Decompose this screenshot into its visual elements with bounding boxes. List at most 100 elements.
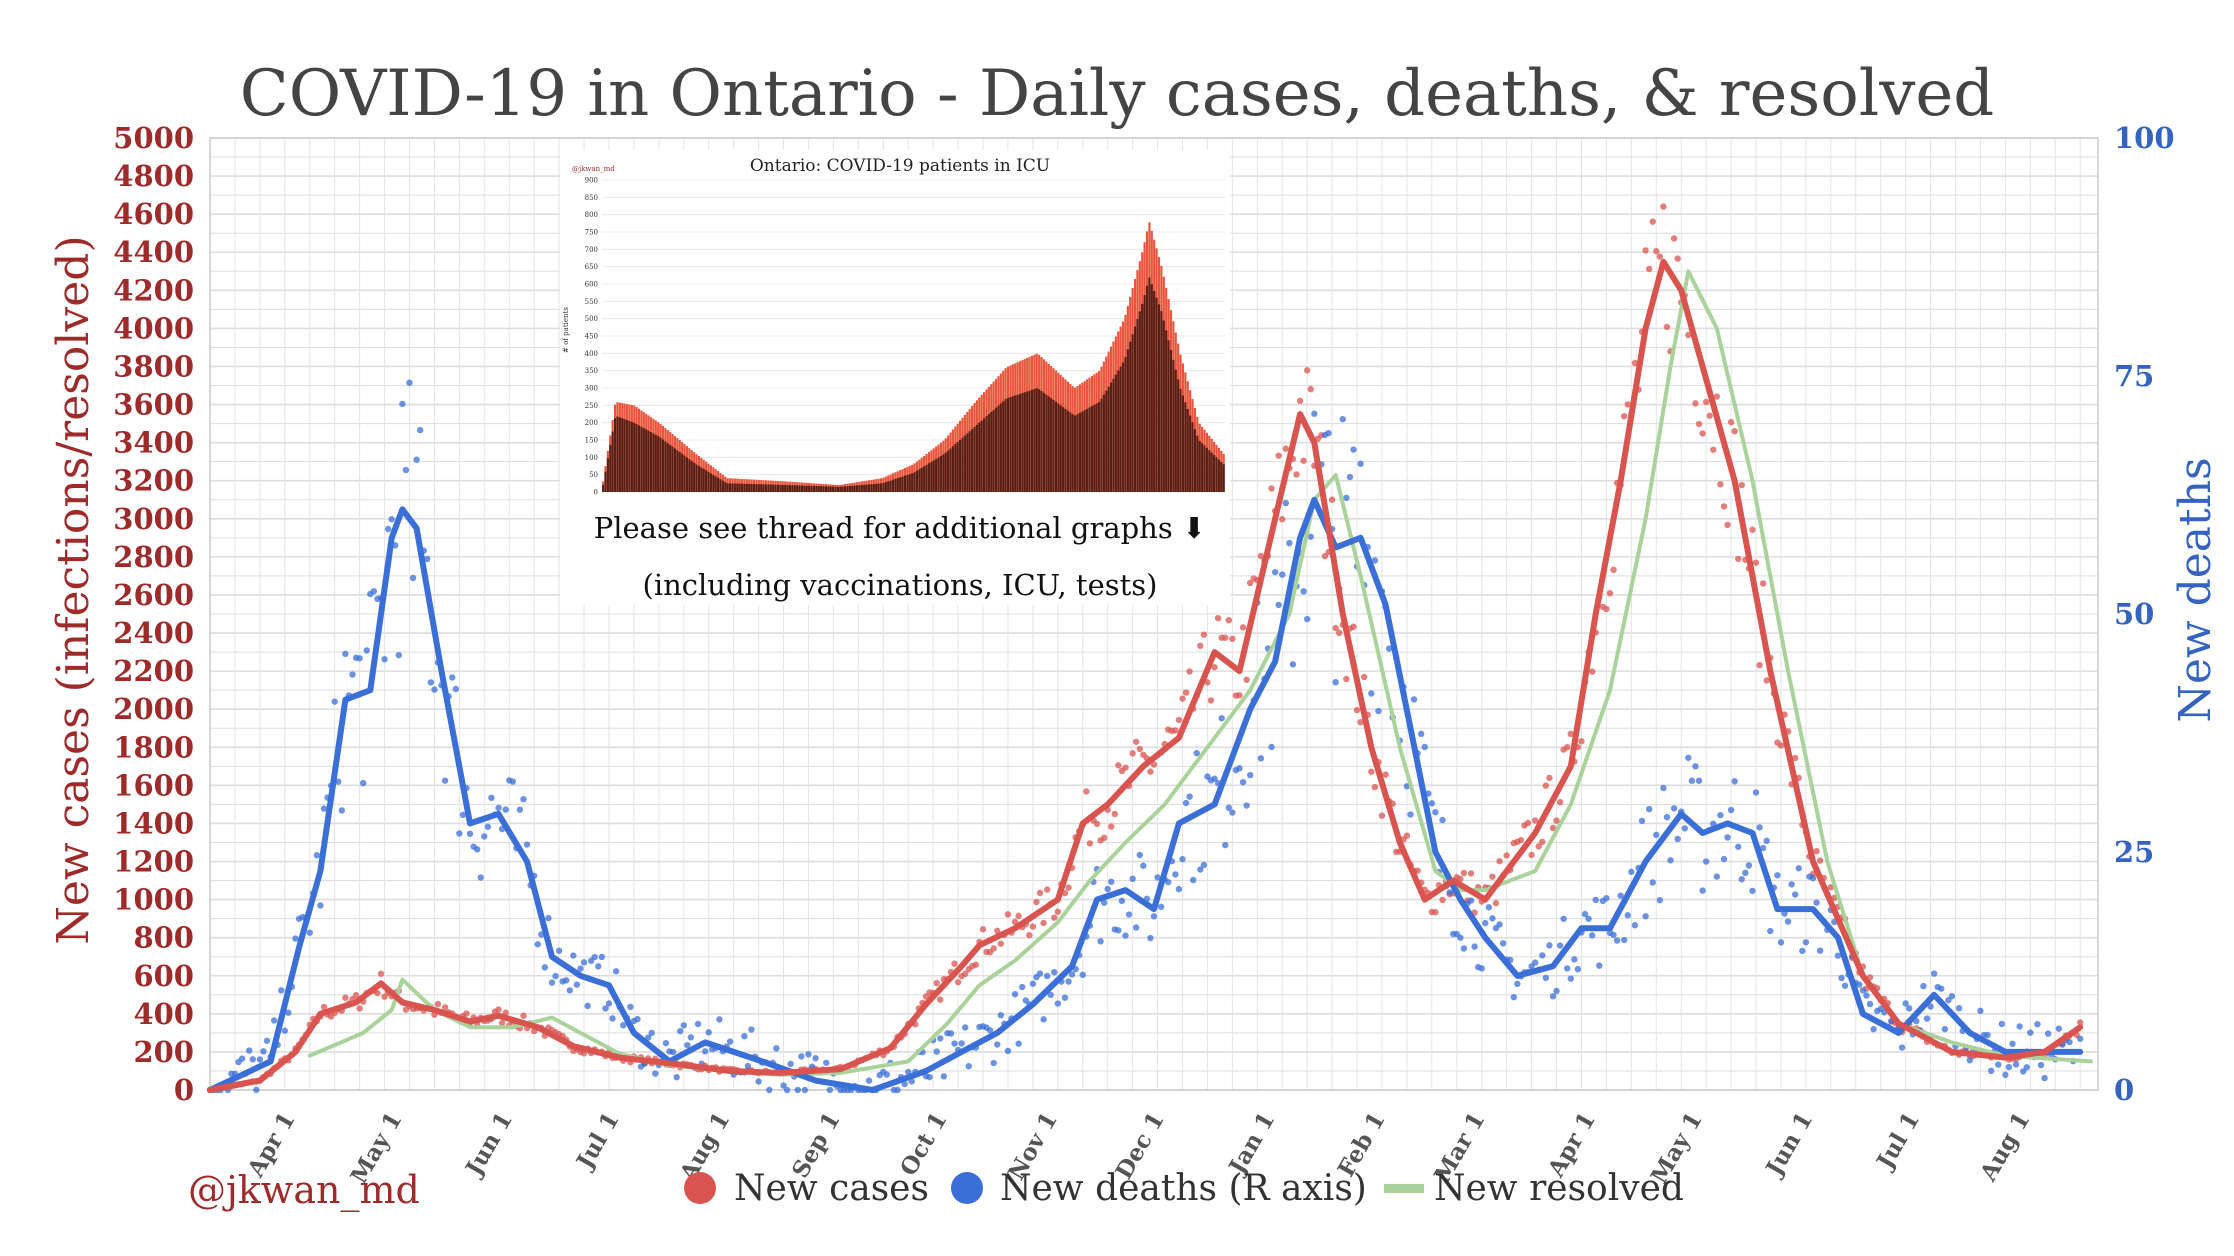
death-point (2066, 1038, 2073, 1046)
case-point (1332, 624, 1339, 632)
inset-vent-bar (750, 484, 753, 492)
death-point (573, 981, 581, 988)
inset-vent-bar (1157, 304, 1161, 492)
case-point (1200, 631, 1208, 638)
case-point (1663, 323, 1671, 331)
inset-vent-bar (1193, 429, 1197, 492)
case-point (1816, 857, 1824, 864)
case-point (1115, 762, 1122, 769)
case-point (1172, 727, 1179, 734)
death-point (424, 555, 431, 563)
death-point (1767, 927, 1774, 935)
inset-vent-bar (645, 429, 648, 492)
death-point (1802, 939, 1810, 946)
death-point (687, 1034, 695, 1041)
death-point (1656, 896, 1664, 904)
inset-vent-bar (800, 485, 804, 492)
legend-label-deaths: New deaths (R axis) (1000, 1168, 1367, 1209)
inset-vent-bar (879, 483, 883, 492)
death-point (363, 647, 370, 654)
case-point (1813, 847, 1820, 855)
case-point (352, 991, 360, 999)
y-tick-left-label: 3400 (113, 426, 194, 460)
case-point (1132, 738, 1140, 745)
death-point (256, 1056, 264, 1063)
death-point (584, 1002, 591, 1010)
death-point (1624, 912, 1631, 919)
case-point (1243, 676, 1250, 683)
inset-vent-bar (1155, 297, 1158, 492)
inset-vent-bar (994, 407, 998, 492)
case-point (1179, 695, 1186, 702)
case-point (1033, 898, 1040, 906)
inset-vent-bar (1026, 391, 1029, 492)
inset-vent-bar (1009, 397, 1012, 492)
inset-vent-bar (808, 485, 811, 492)
inset-vent-bar (1069, 412, 1072, 492)
case-point (374, 989, 381, 997)
death-point (1100, 899, 1108, 906)
case-point (1656, 253, 1664, 260)
inset-vent-bar (1062, 407, 1065, 492)
death-point (342, 650, 349, 658)
y-tick-left-label: 1600 (113, 768, 194, 802)
death-point (1211, 775, 1218, 782)
legend-marker-resolved (1384, 1184, 1424, 1193)
inset-vent-bar (628, 420, 631, 492)
death-point (627, 1003, 634, 1011)
case-point (1649, 218, 1656, 225)
inset-vent-bar (609, 444, 612, 492)
inset-vent-bar (911, 473, 914, 492)
death-point (502, 806, 509, 813)
death-point (1813, 899, 1820, 906)
inset-vent-bar (1203, 445, 1206, 492)
inset-vent-bar (1050, 398, 1053, 492)
inset-vent-bar (918, 469, 921, 492)
inset-vent-bar (937, 457, 940, 492)
death-point (456, 830, 463, 837)
inset-vent-bar (906, 474, 909, 492)
inset-vent-bar (815, 486, 818, 492)
inset-y-tick-label: 150 (585, 437, 598, 445)
inset-y-tick-label: 0 (594, 489, 598, 497)
inset-vent-bar (695, 464, 698, 492)
inset-vent-bar (1124, 356, 1127, 492)
death-point (1574, 965, 1582, 973)
death-point (1731, 778, 1738, 785)
inset-vent-bar (774, 484, 777, 492)
case-point (972, 961, 980, 968)
death-point (431, 686, 438, 693)
inset-vent-bar (621, 418, 624, 492)
case-point (1489, 873, 1496, 880)
death-point (1638, 817, 1646, 825)
inset-vent-bar (1201, 443, 1204, 492)
inset-vent-bar (899, 477, 902, 492)
inset-vent-bar (1222, 464, 1225, 492)
case-point (1026, 931, 1033, 939)
inset-vent-bar (1090, 406, 1093, 492)
inset-vent-bar (633, 422, 636, 492)
inset-vent-bar (954, 444, 957, 492)
inset-vent-bar (894, 478, 897, 492)
inset-y-tick-label: 600 (585, 281, 598, 289)
death-point (766, 1086, 773, 1094)
case-point (320, 1003, 328, 1011)
case-point (1553, 817, 1560, 824)
case-point (1040, 919, 1047, 927)
death-point (883, 1071, 891, 1078)
death-point (648, 1029, 655, 1037)
inset-vent-bar (1033, 389, 1036, 492)
inset-vent-bar (1177, 379, 1180, 492)
death-point (612, 968, 620, 975)
death-point (812, 1055, 819, 1062)
death-point (1197, 866, 1204, 873)
case-point (1749, 526, 1756, 533)
series-lines (207, 258, 2093, 1093)
case-point (1517, 836, 1525, 844)
death-point (1763, 837, 1770, 845)
death-point (388, 516, 395, 523)
inset-vent-bar (827, 486, 830, 492)
death-point (1147, 934, 1154, 942)
inset-vent-bar (978, 422, 981, 492)
death-point (1560, 915, 1567, 922)
